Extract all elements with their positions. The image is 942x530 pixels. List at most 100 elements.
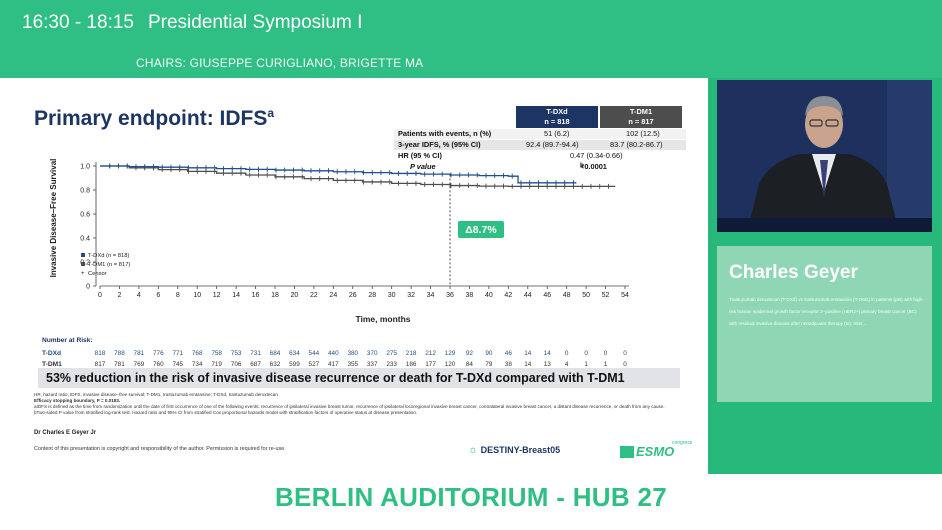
at-risk-value: 760 bbox=[153, 361, 164, 368]
at-risk-value: 129 bbox=[445, 350, 456, 357]
x-tick-label: 38 bbox=[466, 292, 474, 299]
at-risk-title: Number at Risk: bbox=[42, 337, 93, 344]
at-risk-label-tdxd: T-DXd bbox=[42, 350, 61, 357]
stats-row-tdxd: 92.4 (89.7-94.4) bbox=[526, 140, 579, 149]
legend-tdxd: T-DXd (n = 818) bbox=[88, 253, 129, 259]
at-risk-value: 781 bbox=[114, 361, 125, 368]
x-tick-label: 26 bbox=[349, 292, 357, 299]
at-risk-value: 684 bbox=[270, 350, 281, 357]
x-tick-label: 32 bbox=[407, 292, 415, 299]
speaker-name: Charles Geyer bbox=[729, 262, 858, 283]
at-risk-value: 177 bbox=[425, 361, 436, 368]
y-tick-label: 0.8 bbox=[80, 188, 90, 195]
at-risk-value: 776 bbox=[153, 350, 164, 357]
stats-row-label: Patients with events, n (%) bbox=[398, 129, 492, 138]
at-risk-value: 212 bbox=[425, 350, 436, 357]
stats-row-tdm1: 102 (12.5) bbox=[626, 129, 660, 138]
legend-censor-icon: + bbox=[81, 271, 85, 277]
at-risk-value: 687 bbox=[250, 361, 261, 368]
at-risk-value: 544 bbox=[309, 350, 320, 357]
footnote-boundary: Efficacy stopping boundary, P = 0.0183. bbox=[34, 398, 121, 403]
at-risk-value: 0 bbox=[623, 361, 627, 368]
at-risk-value: 781 bbox=[134, 350, 145, 357]
x-tick-label: 4 bbox=[137, 292, 141, 299]
at-risk-value: 13 bbox=[544, 361, 552, 368]
venue-title: BERLIN AUDITORIUM - HUB 27 bbox=[274, 482, 668, 512]
stats-row: Patients with events, n (%) 51 (6.2) 102… bbox=[394, 129, 686, 139]
at-risk-row-tdxd: 818 788 781 776 771 768 758 753 731 684 634 544 440 3… bbox=[95, 350, 628, 357]
slide-copyright: Content of this presentation is copyrigh… bbox=[34, 446, 286, 452]
at-risk-value: 788 bbox=[114, 350, 125, 357]
at-risk-label-tdm1: T-DM1 bbox=[42, 361, 62, 368]
tdxd-curve bbox=[100, 165, 577, 184]
at-risk-value: 0 bbox=[623, 350, 627, 357]
y-axis-ticks: 1.0 0.8 0.6 0.4 0.2 0 bbox=[80, 164, 96, 291]
slide-title-text: Primary endpoint: IDFS bbox=[34, 107, 268, 130]
x-tick-label: 54 bbox=[621, 292, 629, 299]
at-risk-value: 817 bbox=[95, 361, 106, 368]
x-tick-label: 36 bbox=[446, 292, 454, 299]
slide-title-sup: a bbox=[267, 106, 275, 120]
at-risk-value: 758 bbox=[211, 350, 222, 357]
x-tick-label: 2 bbox=[117, 292, 121, 299]
footnotes: HR, hazard ratio; IDFS, invasive disease… bbox=[34, 392, 674, 416]
at-risk-value: 218 bbox=[406, 350, 417, 357]
at-risk-value: 745 bbox=[172, 361, 183, 368]
x-tick-label: 28 bbox=[368, 292, 376, 299]
esmo-logo-congress: congress bbox=[672, 440, 693, 446]
legend-censor: Censor bbox=[88, 271, 107, 277]
x-tick-label: 34 bbox=[427, 292, 435, 299]
at-risk-value: 233 bbox=[386, 361, 397, 368]
at-risk-value: 734 bbox=[192, 361, 203, 368]
at-risk-value: 731 bbox=[250, 350, 261, 357]
session-header: 16:30 - 18:15 Presidential Symposium I CH… bbox=[0, 0, 942, 78]
at-risk-value: 380 bbox=[347, 350, 358, 357]
venue-band bbox=[0, 474, 942, 530]
at-risk-value: 355 bbox=[347, 361, 358, 368]
at-risk-value: 771 bbox=[172, 350, 183, 357]
speaker-video[interactable] bbox=[717, 80, 932, 232]
at-risk-value: 753 bbox=[231, 350, 242, 357]
at-risk-value: 706 bbox=[231, 361, 242, 368]
at-risk-value: 14 bbox=[544, 350, 552, 357]
at-risk-value: 0 bbox=[584, 350, 588, 357]
at-risk-value: 417 bbox=[328, 361, 339, 368]
at-risk-value: 440 bbox=[328, 350, 339, 357]
x-tick-label: 52 bbox=[602, 292, 610, 299]
stats-row-tdm1: 83.7 (80.2-86.7) bbox=[610, 140, 663, 149]
speaker-video-image bbox=[717, 80, 932, 232]
legend-tdm1: T-DM1 (n = 817) bbox=[88, 262, 130, 268]
at-risk-value: 0 bbox=[604, 350, 608, 357]
stats-header-tdm1: T-DM1 n = 817 bbox=[600, 106, 682, 128]
legend: T-DXd (n = 818) T-DM1 (n = 817) + Censor bbox=[81, 253, 130, 277]
at-risk-value: 79 bbox=[485, 361, 493, 368]
stats-row-label: 3-year IDFS, % (95% CI) bbox=[398, 140, 481, 149]
at-risk-value: 1 bbox=[604, 361, 608, 368]
esmo-logo: ESMO congress bbox=[620, 440, 692, 460]
at-risk-value: 46 bbox=[505, 350, 513, 357]
slide-author: Dr Charles E Geyer Jr bbox=[34, 430, 97, 436]
at-risk-value: 527 bbox=[309, 361, 320, 368]
speaker-card: Charles Geyer Trastuzumab deruxtecan (T-… bbox=[717, 246, 932, 402]
y-axis-label: Invasive Disease–Free Survival bbox=[49, 159, 58, 278]
slide-title: Primary endpoint: IDFSa bbox=[34, 106, 274, 131]
x-tick-label: 42 bbox=[504, 292, 512, 299]
at-risk-value: 1 bbox=[584, 361, 588, 368]
km-chart: Invasive Disease–Free Survival 1.0 0.8 0.6… bbox=[42, 159, 629, 368]
at-risk-value: 370 bbox=[367, 350, 378, 357]
at-risk-value: 92 bbox=[466, 350, 474, 357]
at-risk-value: 0 bbox=[565, 350, 569, 357]
stats-row-tdxd: 0.47 (0.34-0.66) bbox=[570, 151, 623, 160]
key-finding-banner: 53% reduction in the risk of invasive di… bbox=[38, 368, 680, 388]
footnote-abbreviations: HR, hazard ratio; IDFS, invasive disease… bbox=[34, 392, 280, 397]
destiny-logo-icon: ☼ bbox=[468, 444, 479, 456]
x-tick-label: 46 bbox=[543, 292, 551, 299]
x-tick-label: 44 bbox=[524, 292, 532, 299]
stats-header-tdm1-name: T-DM1 bbox=[629, 107, 653, 116]
at-risk-row-tdm1: 817 781 769 760 745 734 719 706 687 632 599 527 417 3… bbox=[95, 361, 628, 368]
x-tick-label: 48 bbox=[563, 292, 571, 299]
footnote-definitions: aIDFS is defined as the time from random… bbox=[34, 404, 665, 415]
x-tick-label: 6 bbox=[156, 292, 160, 299]
session-title: Presidential Symposium I bbox=[147, 12, 363, 33]
